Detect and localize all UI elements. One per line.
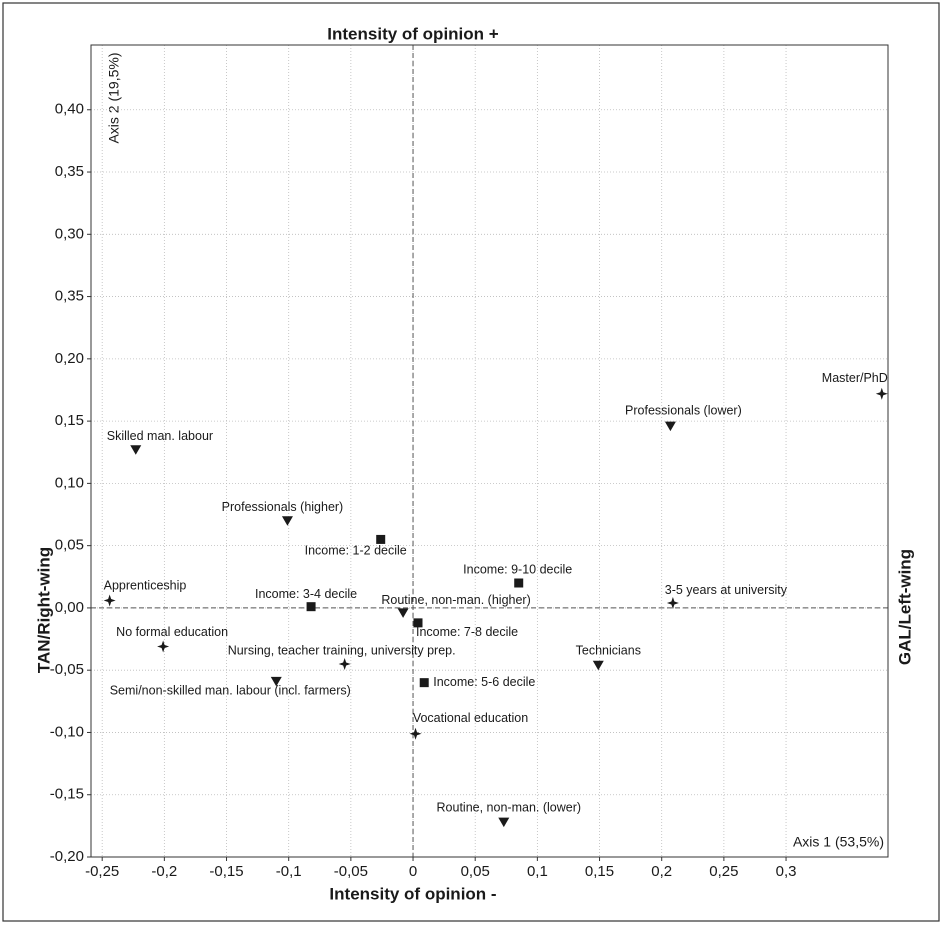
- point-label: Routine, non-man. (lower): [437, 800, 582, 814]
- point: [498, 817, 510, 828]
- point: [157, 640, 170, 653]
- point: [409, 727, 422, 740]
- x-tick-label: 0,2: [651, 863, 672, 880]
- x-axis-note: Axis 1 (53,5%): [793, 834, 884, 850]
- y-tick-label: 0,40: [55, 101, 84, 118]
- y-tick-label: -0,05: [50, 661, 84, 678]
- point-label: Semi/non-skilled man. labour (incl. farm…: [110, 684, 351, 698]
- point-label: Income: 7-8 decile: [416, 625, 518, 639]
- point: [666, 596, 679, 609]
- point-label: Vocational education: [413, 711, 528, 725]
- y-tick-label: 0,35: [55, 163, 84, 180]
- point: [592, 660, 604, 671]
- x-tick-label: 0,3: [776, 863, 797, 880]
- point-label: Income: 5-6 decile: [433, 675, 535, 689]
- point-label: Master/PhD: [822, 371, 888, 385]
- y-axis-note: Axis 2 (19,5%): [106, 52, 122, 143]
- point-label: No formal education: [116, 625, 228, 639]
- point-label: Technicians: [576, 644, 641, 658]
- point: [514, 578, 524, 588]
- point-label: Income: 3-4 decile: [255, 587, 357, 601]
- point-label: Income: 9-10 decile: [463, 562, 572, 576]
- y-tick-label: 0,30: [55, 225, 84, 242]
- y-tick-label: 0,00: [55, 599, 84, 616]
- y2-axis-label: GAL/Left-wing: [895, 549, 914, 665]
- x-tick-label: 0,15: [585, 863, 614, 880]
- x-tick-label: -0,25: [85, 863, 119, 880]
- x-tick-label: 0: [409, 863, 417, 880]
- point-label: Skilled man. labour: [107, 429, 213, 443]
- point: [419, 678, 429, 688]
- x-tick-label: 0,05: [461, 863, 490, 880]
- y-tick-label: -0,20: [50, 848, 84, 865]
- y-tick-label: -0,10: [50, 723, 84, 740]
- point: [103, 594, 116, 607]
- point: [875, 387, 888, 400]
- point-label: Routine, non-man. (higher): [381, 593, 530, 607]
- y-axis-label: TAN/Right-wing: [34, 547, 53, 673]
- point: [397, 608, 409, 618]
- plot-border: [90, 44, 889, 858]
- x-tick-label: 0,25: [709, 863, 738, 880]
- x-axis-label: Intensity of opinion -: [329, 884, 496, 903]
- point-label: Apprenticeship: [104, 579, 187, 593]
- point-label: Professionals (lower): [625, 403, 742, 417]
- point: [270, 676, 282, 687]
- x-tick-label: -0,05: [334, 863, 368, 880]
- y-tick-label: 0,20: [55, 350, 84, 367]
- point: [376, 534, 386, 544]
- point-label: Income: 1-2 decile: [305, 544, 407, 558]
- point: [338, 657, 351, 670]
- point: [130, 445, 142, 455]
- x-tick-label: -0,15: [209, 863, 243, 880]
- y-tick-label: 0,10: [55, 474, 84, 491]
- y-tick-label: -0,15: [50, 786, 84, 803]
- x-tick-label: -0,2: [151, 863, 177, 880]
- x-tick-label: 0,1: [527, 863, 548, 880]
- x-tick-label: -0,1: [276, 863, 302, 880]
- y-tick-label: 0,35: [55, 288, 84, 305]
- point: [281, 516, 293, 526]
- point-label: Nursing, teacher training, university pr…: [228, 643, 456, 657]
- point: [664, 421, 676, 432]
- point: [413, 618, 423, 628]
- y-tick-label: 0,15: [55, 412, 84, 429]
- y-tick-label: 0,05: [55, 537, 84, 554]
- point-label: 3-5 years at university: [665, 583, 788, 597]
- point-label: Professionals (higher): [222, 500, 344, 514]
- point: [306, 602, 316, 612]
- chart-title: Intensity of opinion +: [327, 24, 498, 43]
